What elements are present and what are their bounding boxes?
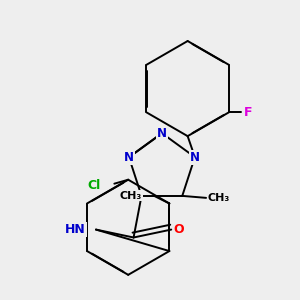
Text: N: N (157, 127, 167, 140)
Text: N: N (190, 151, 200, 164)
Text: CH₃: CH₃ (208, 193, 230, 203)
Text: Cl: Cl (87, 179, 101, 192)
Text: N: N (124, 151, 134, 164)
Text: CH₃: CH₃ (119, 190, 142, 201)
Text: O: O (174, 223, 184, 236)
Text: HN: HN (65, 223, 86, 236)
Text: F: F (243, 106, 252, 119)
